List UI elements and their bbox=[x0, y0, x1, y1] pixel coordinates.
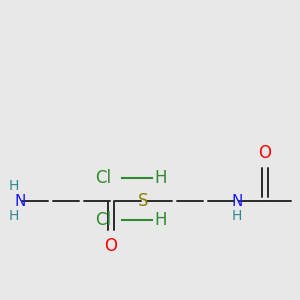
Text: O: O bbox=[104, 237, 118, 255]
Text: H: H bbox=[232, 209, 242, 223]
Text: N: N bbox=[231, 194, 243, 208]
Text: Cl: Cl bbox=[95, 169, 111, 187]
Text: Cl: Cl bbox=[95, 211, 111, 229]
Text: N: N bbox=[14, 194, 26, 208]
Text: H: H bbox=[9, 209, 19, 223]
Text: S: S bbox=[138, 192, 148, 210]
Text: H: H bbox=[9, 179, 19, 193]
Text: H: H bbox=[155, 169, 167, 187]
Text: O: O bbox=[259, 144, 272, 162]
Text: H: H bbox=[155, 211, 167, 229]
